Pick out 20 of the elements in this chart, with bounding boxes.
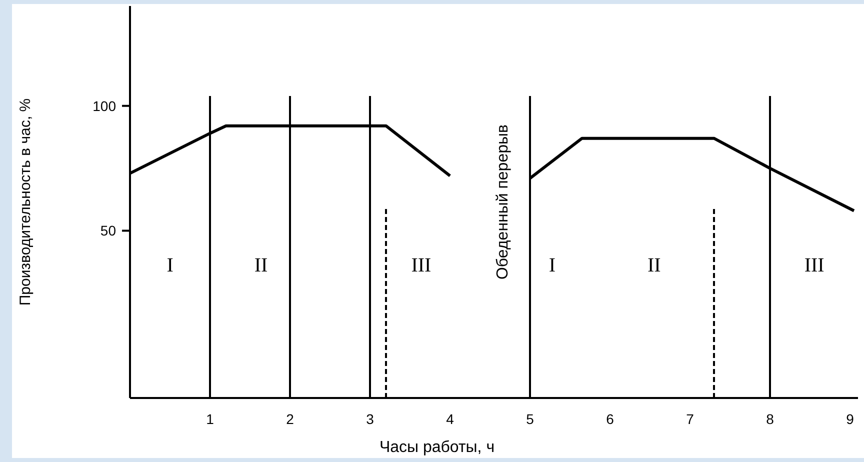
- y-axis-title: Производительность в час, %: [17, 98, 34, 306]
- x-tick-label: 9: [846, 411, 854, 427]
- x-tick-label: 8: [766, 411, 774, 427]
- annotation: I: [548, 254, 556, 277]
- y-tick-label: 100: [92, 98, 116, 114]
- x-tick-label: 6: [606, 411, 614, 427]
- annotation: III: [411, 254, 432, 277]
- annotation: II: [647, 254, 661, 277]
- annotation: III: [804, 254, 824, 277]
- x-tick-label: 1: [206, 411, 214, 427]
- annotation: II: [254, 254, 268, 277]
- x-tick-label: 2: [286, 411, 294, 427]
- x-axis-title: Часы работы, ч: [379, 439, 495, 456]
- x-tick-label: 3: [366, 411, 374, 427]
- x-tick-label: 7: [686, 411, 694, 427]
- annotation: Обеденный перерыв: [494, 124, 512, 280]
- annotation: I: [166, 254, 174, 277]
- y-tick-label: 50: [100, 222, 116, 239]
- x-tick-label: 5: [526, 411, 534, 427]
- x-tick-label: 4: [446, 411, 454, 427]
